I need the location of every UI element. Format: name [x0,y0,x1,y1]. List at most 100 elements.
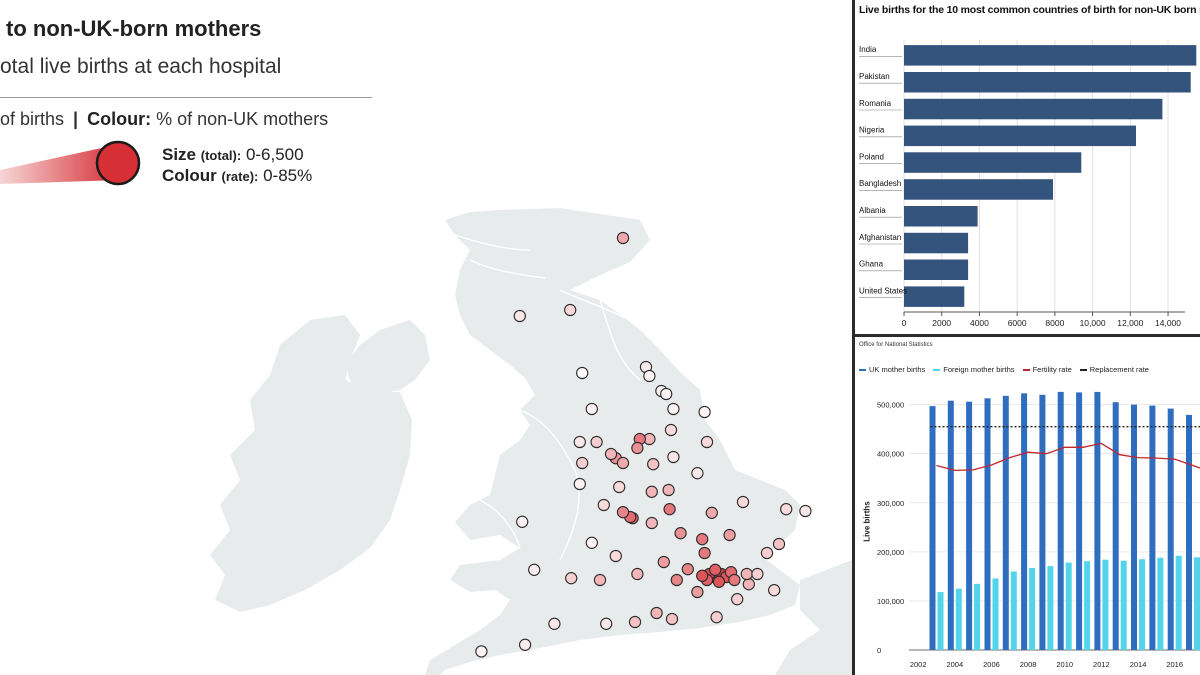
uk-mother-bar-2008 [1021,393,1028,650]
hospital-marker-h49 [631,567,644,581]
bar-category-label: Afghanistan [859,233,901,242]
hospital-marker-h35 [799,504,812,518]
hospital-marker-h6 [667,402,680,416]
births-combo-chart-svg: 0 100,000 200,000 300,000 400,000 500,000 2002… [877,391,1200,669]
hospital-marker-h59 [600,617,613,630]
uk-mother-bar-2009 [1039,394,1046,650]
combo-y-tick-label: 100,000 [877,597,904,606]
hospital-marker-h58 [475,645,488,658]
hospital-marker-h50 [670,573,683,587]
bar-nigeria [904,125,1136,147]
hospital-marker-h45 [593,573,607,587]
legend-separator: | [73,109,79,129]
bar-x-tick-label: 14,000 [1155,318,1181,328]
uk-mother-bar-2012 [1094,391,1101,650]
uk-mother-bar-2005 [966,401,973,650]
combo-legend-item: Fertility rate [1022,365,1072,374]
hospital-marker-h26 [613,480,626,494]
hospital-marker-h24 [662,483,675,497]
foreign-mother-bar-2010 [1065,562,1072,650]
hospital-marker-h66 [712,575,726,588]
bar-x-tick-label: 10,000 [1080,318,1106,328]
legend-colour-range: 0-85% [263,166,313,185]
hospital-markers [475,231,812,658]
combo-legend-swatch [1022,368,1030,371]
hospital-marker-h10 [664,423,678,437]
uk-map [210,208,852,675]
foreign-mother-bar-2003 [937,592,944,650]
hospital-marker-h36 [736,495,750,509]
hospital-marker-h57 [518,638,532,651]
hospital-marker-h32 [663,503,676,516]
legend-colour-label: Colour [162,166,217,185]
combo-legend: UK mother births Foreign mother births Fer… [859,365,1149,374]
panel-divider-horizontal [855,334,1200,337]
hospital-marker-h56 [548,617,561,630]
combo-legend-label: Foreign mother births [943,365,1015,374]
bar-united-states [904,286,965,307]
hospital-marker-h51 [650,606,663,620]
combo-legend-label: Fertility rate [1032,365,1072,374]
hospital-marker-h72 [740,567,753,581]
boundary-lines [439,229,641,561]
bar-romania [904,98,1163,120]
bar-bangladesh [904,179,1053,200]
foreign-mother-bar-2005 [974,583,981,651]
legend-size-range: 0-6,500 [245,145,304,164]
combo-legend-label: Replacement rate [1089,365,1149,374]
bar-category-label: United States [859,286,907,295]
hospital-marker-h48 [609,549,622,563]
uk-mother-bar-2011 [1076,392,1083,650]
legend-size-small: (total): [200,148,242,163]
bar-poland [904,152,1082,173]
legend-description: of births | Colour: % of non-UK mothers [0,109,328,130]
combo-legend-item: Foreign mother births [933,365,1015,374]
hospital-marker-h77 [564,303,577,317]
uk-mother-bar-2004 [947,400,954,650]
combo-y-tick-label: 300,000 [877,499,904,508]
hospital-marker-h42 [657,555,670,569]
bar-category-label: Romania [859,99,892,108]
legend-size-key: of births [0,109,65,129]
bar-pakistan [904,72,1191,93]
hospital-marker-h15 [604,447,618,461]
foreign-mother-bar-2011 [1084,561,1091,650]
chart-source: Office for National Statistics [859,342,933,348]
foreign-mother-bar-2012 [1102,559,1109,650]
ireland-landmass [210,315,412,612]
hospital-marker-h71 [696,569,709,582]
hospital-marker-h7 [576,366,589,380]
uk-mother-bar-2007 [1002,395,1009,650]
combo-x-tick-label: 2012 [1093,660,1110,669]
hospital-marker-h47 [528,563,541,576]
hospital-marker-h21 [667,450,680,464]
hospital-marker-h16 [616,456,630,470]
hospital-marker-h27 [597,498,610,512]
map-panel: to non-UK-born mothers otal live births … [0,16,852,675]
combo-legend-item: Replacement rate [1079,365,1149,374]
map-title: to non-UK-born mothers [6,16,262,41]
hospital-marker-h18 [573,435,586,449]
foreign-mother-bar-2014 [1139,559,1145,650]
bar-ghana [904,259,969,280]
northern-ireland-landmass [345,320,430,395]
combo-legend-item: UK mother births [859,365,925,374]
combo-y-tick-label: 400,000 [877,450,904,459]
hospital-marker-h55 [742,578,755,591]
legend-size-row: Size (total): 0-6,500 [162,145,304,165]
uk-mother-bar-2013 [1112,402,1119,650]
bar-x-tick-label: 2000 [932,318,951,328]
hospital-marker-h5 [660,387,673,401]
hospital-marker-h22 [700,435,714,449]
legend-colour-desc: % of non-UK mothers [156,109,329,129]
hospital-marker-h25 [645,485,658,498]
hospital-marker-h80 [585,536,598,549]
panel-divider [852,0,855,675]
hospital-marker-h23 [691,467,704,480]
hospital-marker-h3 [643,369,656,383]
hospital-marker-h34 [780,503,793,516]
hospital-marker-h76 [513,309,526,323]
combo-x-tick-label: 2006 [983,660,1000,669]
hospital-marker-h73 [751,567,764,581]
hospital-marker-h13 [631,441,644,455]
